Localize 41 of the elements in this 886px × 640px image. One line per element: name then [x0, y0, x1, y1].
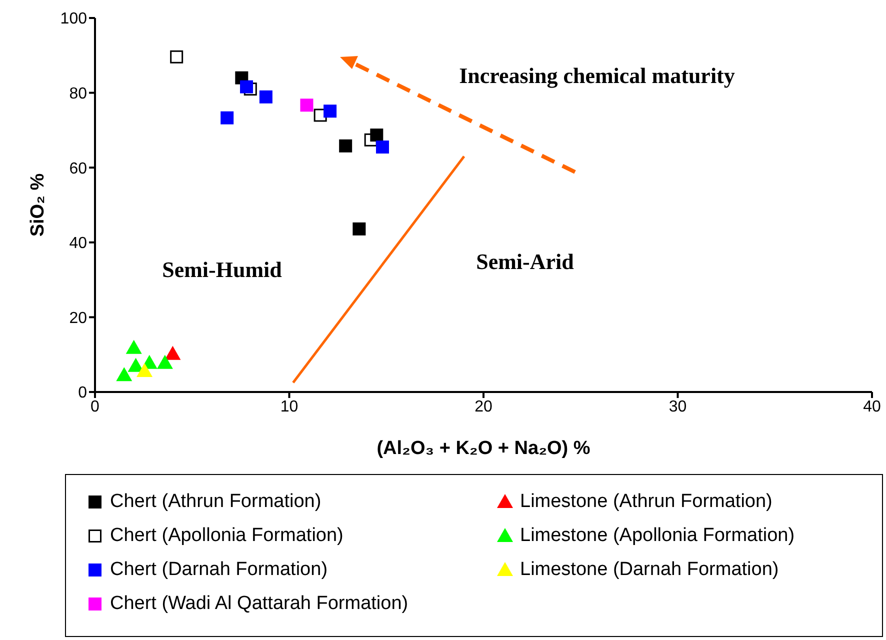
- annotation: Semi-Arid: [476, 249, 574, 274]
- x-tick-label: 30: [668, 398, 687, 416]
- x-axis-title: (Al₂O₃ + K₂O + Na₂O) %: [376, 438, 590, 459]
- legend-label: Chert (Wadi Al Qattarah Formation): [110, 593, 408, 615]
- point: [352, 222, 366, 236]
- annotation: Semi-Humid: [162, 257, 282, 282]
- x-tick-label: 0: [90, 398, 100, 416]
- y-tick-label: 80: [69, 85, 88, 102]
- point: [300, 98, 314, 112]
- x-tick-label: 40: [863, 398, 881, 416]
- point: [116, 367, 132, 382]
- y-tick-label: 100: [60, 10, 88, 28]
- legend-label: Limestone (Apollonia Formation): [520, 525, 795, 547]
- point: [364, 133, 378, 146]
- x-tick-label: 10: [280, 398, 298, 416]
- point: [126, 340, 142, 354]
- x-tick-label: 20: [474, 398, 492, 416]
- point: [376, 140, 389, 154]
- point: [164, 346, 181, 360]
- point: [220, 111, 234, 124]
- point: [314, 108, 327, 122]
- legend-label: Chert (Athrun Formation): [110, 491, 322, 513]
- legend-label: Chert (Apollonia Formation): [110, 525, 344, 547]
- y-tick-label: 40: [69, 235, 88, 252]
- point: [259, 90, 272, 104]
- point: [156, 354, 173, 369]
- y-tick-label: 20: [69, 310, 88, 327]
- point: [244, 82, 257, 96]
- y-tick-label: 60: [69, 160, 88, 178]
- point: [170, 50, 184, 64]
- point: [339, 139, 352, 152]
- y-tick-label: 0: [78, 384, 88, 402]
- point: [128, 358, 144, 372]
- legend-label: Chert (Darnah Formation): [110, 559, 328, 581]
- point: [136, 363, 153, 378]
- point: [324, 104, 337, 118]
- point: [240, 80, 254, 94]
- annotation: Increasing chemical maturity: [459, 63, 735, 88]
- legend-label: Limestone (Athrun Formation): [520, 491, 772, 513]
- legend-label: Limestone (Darnah Formation): [520, 559, 779, 581]
- y-axis-title: SiO₂ %: [28, 173, 49, 237]
